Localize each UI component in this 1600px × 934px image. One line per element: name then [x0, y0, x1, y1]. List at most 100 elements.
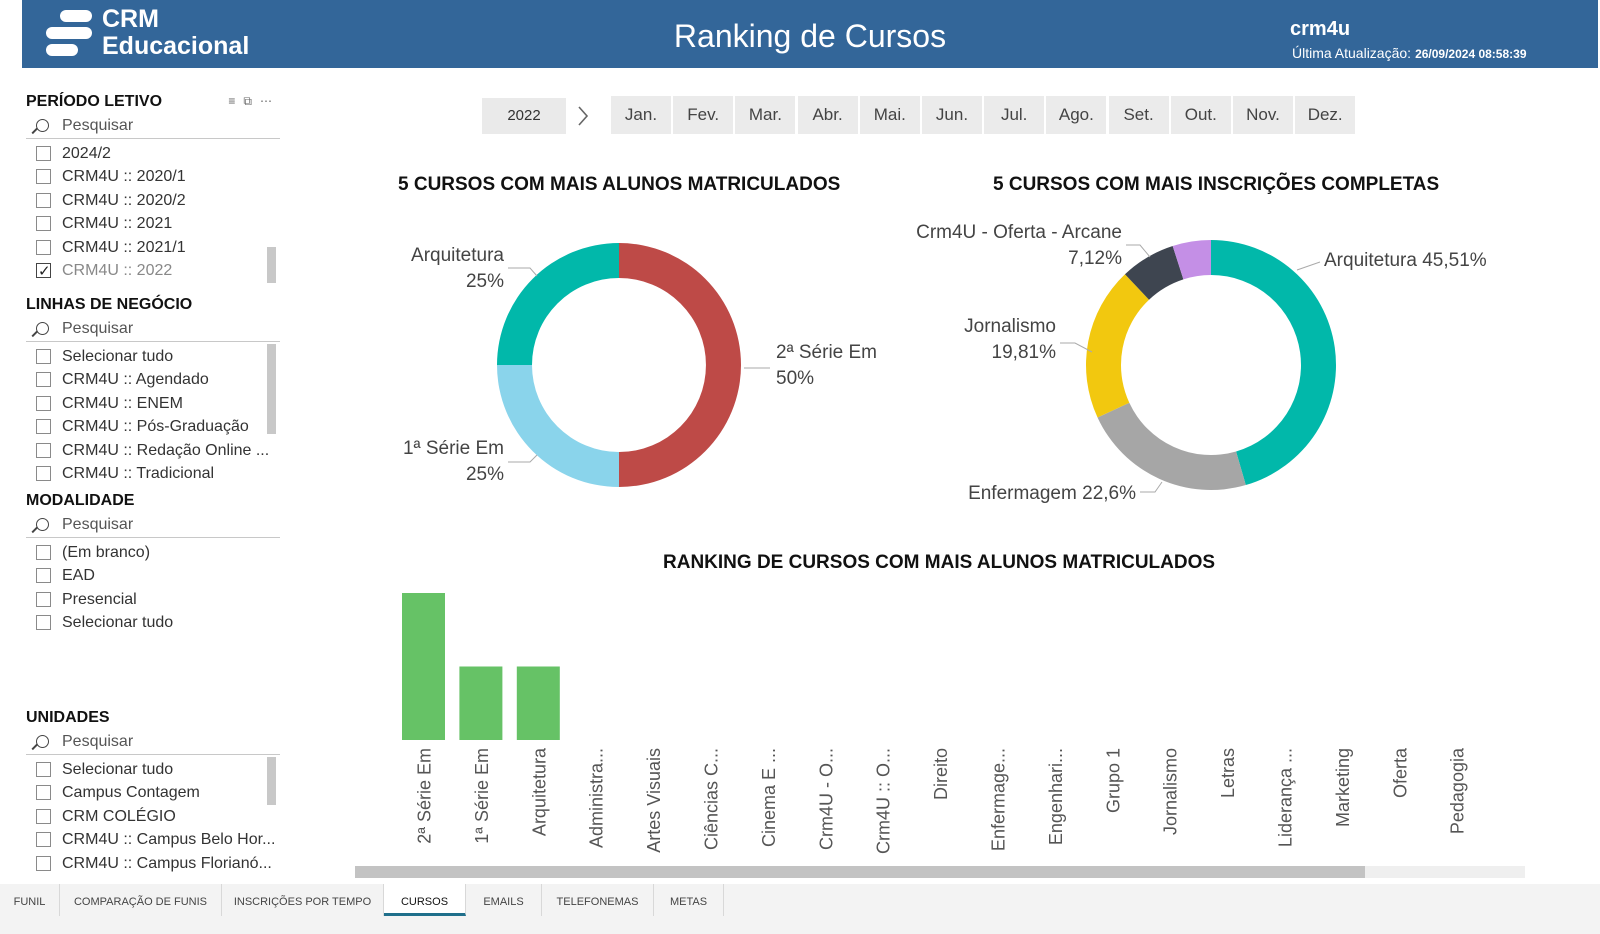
- tab-funil[interactable]: FUNIL: [0, 884, 60, 916]
- bar[interactable]: [516, 666, 560, 741]
- donut-slice[interactable]: [1211, 240, 1336, 486]
- slicer-option[interactable]: CRM4U :: 2022: [26, 259, 280, 282]
- tab-cursos[interactable]: CURSOS: [384, 884, 466, 916]
- slicer-option[interactable]: Selecionar tudo: [26, 611, 280, 634]
- slicer-option[interactable]: Selecionar tudo: [26, 345, 280, 368]
- donut-slice[interactable]: [1172, 240, 1211, 280]
- slicer-option[interactable]: CRM4U :: ENEM: [26, 392, 280, 415]
- slicer-scrollbar[interactable]: [267, 757, 276, 805]
- checkbox-icon[interactable]: [36, 349, 51, 364]
- donut-slice[interactable]: [497, 365, 619, 487]
- month-button[interactable]: Mai.: [859, 96, 920, 134]
- horizontal-scrollbar[interactable]: [355, 866, 1525, 878]
- search-placeholder: Pesquisar: [62, 320, 134, 337]
- month-button[interactable]: Nov.: [1233, 96, 1293, 134]
- slicer-option-label: Presencial: [62, 590, 137, 608]
- checkbox-icon[interactable]: [36, 465, 51, 481]
- more-options-icon[interactable]: ⋯: [260, 94, 280, 108]
- bar-category-label: Arquitetura: [529, 747, 549, 836]
- slicer-options: 2024/2 CRM4U :: 2020/1 CRM4U :: 2020/2 CRM4…: [26, 139, 280, 283]
- search-icon: [36, 322, 49, 335]
- month-button[interactable]: Jun.: [922, 96, 982, 134]
- donut-slice[interactable]: [1124, 246, 1184, 300]
- slicer-option-label: CRM4U :: Campus Belo Hor...: [62, 831, 276, 849]
- tab-emails[interactable]: EMAILS: [466, 884, 542, 916]
- tab-compara-o-de-funis[interactable]: COMPARAÇÃO DE FUNIS: [60, 884, 222, 916]
- slicer-option[interactable]: CRM4U :: Campus Florianó...: [26, 852, 280, 875]
- bar[interactable]: [402, 593, 445, 740]
- slicer-option[interactable]: CRM4U :: Campus Belo Hor...: [26, 828, 280, 851]
- slicer-option[interactable]: CRM4U :: Redação Online ...: [26, 439, 280, 462]
- checkbox-icon[interactable]: [36, 442, 51, 458]
- month-button[interactable]: Set.: [1108, 96, 1169, 134]
- month-button[interactable]: Jul.: [984, 96, 1045, 134]
- month-button[interactable]: Ago.: [1046, 96, 1107, 134]
- scrollbar-thumb[interactable]: [355, 866, 1365, 878]
- filter-icon[interactable]: ≡: [228, 94, 244, 108]
- slicer-scrollbar[interactable]: [267, 344, 276, 434]
- checkbox-icon[interactable]: [36, 832, 51, 848]
- checkbox-icon[interactable]: [36, 568, 51, 584]
- checkbox-icon[interactable]: [36, 239, 51, 255]
- slicer-option[interactable]: CRM COLÉGIO: [26, 805, 280, 828]
- tab-inscri-es-por-tempo[interactable]: INSCRIÇÕES POR TEMPO: [222, 884, 384, 916]
- donut-slice[interactable]: [1086, 274, 1150, 418]
- slicer-option[interactable]: CRM4U :: Agendado: [26, 368, 280, 391]
- month-button[interactable]: Abr.: [797, 96, 858, 134]
- checkbox-icon[interactable]: [36, 395, 51, 411]
- checkbox-icon[interactable]: [36, 146, 51, 161]
- slicer-option[interactable]: CRM4U :: 2020/1: [26, 165, 280, 188]
- month-button[interactable]: Jan.: [611, 96, 671, 134]
- search-placeholder: Pesquisar: [62, 117, 134, 134]
- month-button[interactable]: Out.: [1170, 96, 1231, 134]
- slicer-periodo-letivo: PERÍODO LETIVO ≡⧉⋯ Pesquisar 2024/2 CRM4U…: [26, 90, 280, 283]
- chevron-right-icon[interactable]: [574, 104, 592, 128]
- label-value: 25%: [465, 271, 504, 292]
- checkbox-icon[interactable]: [36, 762, 51, 777]
- slicer-option[interactable]: CRM4U :: 2021: [26, 212, 280, 235]
- checkbox-icon[interactable]: [36, 855, 51, 871]
- tab-metas[interactable]: METAS: [654, 884, 724, 916]
- checkbox-icon[interactable]: [36, 615, 51, 631]
- checkbox-icon[interactable]: [36, 545, 51, 560]
- checkbox-icon[interactable]: [36, 192, 51, 208]
- donut-slice[interactable]: [619, 243, 741, 487]
- checkbox-icon[interactable]: [36, 372, 51, 388]
- slicer-option[interactable]: CRM4U :: 2020/2: [26, 189, 280, 212]
- slicer-option-label: CRM4U :: 2020/1: [62, 168, 186, 186]
- slicer-option[interactable]: CRM4U :: Pós-Graduação: [26, 415, 280, 438]
- slicer-option[interactable]: EAD: [26, 564, 280, 587]
- checkbox-checked-icon[interactable]: [36, 260, 51, 282]
- checkbox-icon[interactable]: [36, 591, 51, 607]
- slicer-option[interactable]: Selecionar tudo: [26, 758, 280, 781]
- focus-mode-icon[interactable]: ⧉: [243, 94, 260, 108]
- label-name: Crm4U - Oferta - Arcane: [916, 222, 1122, 243]
- checkbox-icon[interactable]: [36, 216, 51, 232]
- slicer-option[interactable]: 2024/2: [26, 142, 280, 165]
- slicer-scrollbar[interactable]: [267, 247, 276, 283]
- checkbox-icon[interactable]: [36, 419, 51, 435]
- donut-slice[interactable]: [1097, 402, 1246, 490]
- slicer-option[interactable]: CRM4U :: 2021/1: [26, 236, 280, 259]
- slicer-option[interactable]: (Em branco): [26, 541, 280, 564]
- label-name: Arquitetura: [1324, 250, 1417, 271]
- search-input[interactable]: Pesquisar: [26, 513, 280, 538]
- slicer-option[interactable]: Presencial: [26, 588, 280, 611]
- checkbox-icon[interactable]: [36, 785, 51, 801]
- search-input[interactable]: Pesquisar: [26, 730, 280, 755]
- checkbox-icon[interactable]: [36, 808, 51, 824]
- checkbox-icon[interactable]: [36, 169, 51, 185]
- year-selector[interactable]: 2022: [482, 98, 566, 134]
- month-button[interactable]: Fev.: [673, 96, 734, 134]
- slicer-option-label: 2024/2: [62, 145, 111, 162]
- donut-slice[interactable]: [497, 243, 619, 365]
- bar[interactable]: [459, 666, 503, 741]
- chart-title-ranking: RANKING DE CURSOS COM MAIS ALUNOS MATRIC…: [663, 552, 1216, 573]
- month-button[interactable]: Dez.: [1295, 96, 1356, 134]
- search-input[interactable]: Pesquisar: [26, 317, 280, 342]
- slicer-option[interactable]: Campus Contagem: [26, 781, 280, 804]
- search-input[interactable]: Pesquisar: [26, 114, 280, 139]
- tab-telefonemas[interactable]: TELEFONEMAS: [542, 884, 654, 916]
- slicer-option[interactable]: CRM4U :: Tradicional: [26, 462, 280, 485]
- month-button[interactable]: Mar.: [735, 96, 796, 134]
